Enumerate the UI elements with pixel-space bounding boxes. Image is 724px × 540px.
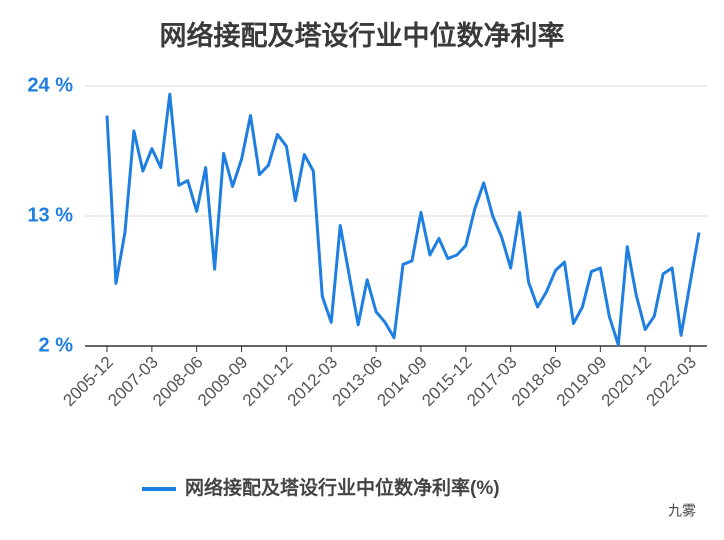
legend-label: 网络接配及塔设行业中位数净利率(%) (185, 476, 500, 499)
y-tick-label: 24 % (27, 74, 73, 96)
y-tick-label: 13 % (27, 204, 73, 226)
x-tick-label: 2022-03 (642, 353, 700, 411)
y-tick-label: 2 % (39, 334, 74, 356)
data-line (105, 92, 701, 347)
watermark: 九雾 (668, 503, 696, 519)
chart-title: 网络接配及塔设行业中位数净利率 (160, 20, 565, 51)
